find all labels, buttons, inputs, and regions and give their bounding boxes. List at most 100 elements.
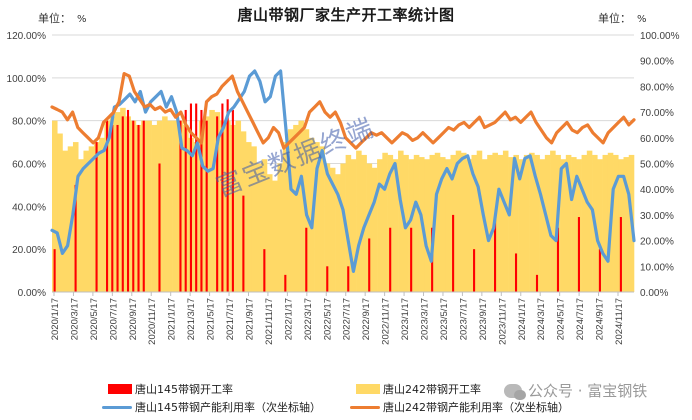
bar-242 xyxy=(293,124,299,292)
x-tick-label: 2020/5/17 xyxy=(89,298,100,340)
bar-242 xyxy=(550,150,556,292)
bar-145 xyxy=(205,120,208,293)
legend-item-145-bar: 唐山145带钢开工率 xyxy=(108,381,233,397)
legend-item-242-bar: 唐山242带钢开工率 xyxy=(356,381,481,397)
bar-242 xyxy=(282,142,289,292)
bar-145 xyxy=(137,124,140,292)
bar-242 xyxy=(513,154,519,292)
bar-242 xyxy=(319,146,325,292)
legend-swatch-orange xyxy=(350,405,380,409)
y-right-tick-label: 0.00% xyxy=(640,288,668,299)
x-tick-label: 2024/3/17 xyxy=(536,298,547,340)
x-tick-label: 2022/11/17 xyxy=(381,298,392,345)
bar-145 xyxy=(189,103,192,293)
x-tick-label: 2023/11/17 xyxy=(497,298,508,345)
bar-145 xyxy=(473,249,476,292)
bar-242 xyxy=(62,150,69,292)
y-right-tick-label: 20.00% xyxy=(640,237,674,248)
bar-242 xyxy=(52,120,58,293)
bar-242 xyxy=(246,142,252,292)
legend-label: 唐山145带钢产能利用率（次坐标轴） xyxy=(135,401,321,414)
x-tick-label: 2020/3/17 xyxy=(69,298,80,340)
bar-242 xyxy=(162,116,168,292)
left-unit-text: 单位： xyxy=(38,12,71,25)
bar-145 xyxy=(216,116,219,292)
bar-242 xyxy=(413,154,420,292)
x-tick-label: 2024/5/17 xyxy=(556,298,567,340)
bar-242 xyxy=(287,129,294,292)
bar-242 xyxy=(382,152,388,292)
bar-242 xyxy=(586,150,593,292)
y-right-tick-label: 70.00% xyxy=(640,108,674,119)
bar-242 xyxy=(172,120,179,293)
bar-242 xyxy=(329,167,336,292)
bar-242 xyxy=(502,150,509,292)
bar-242 xyxy=(460,152,467,292)
bar-145 xyxy=(221,103,224,293)
bar-242 xyxy=(314,142,320,292)
bar-145 xyxy=(184,109,187,292)
x-tick-label: 2021/7/17 xyxy=(225,298,236,340)
legend-swatch-red xyxy=(108,384,132,394)
bar-145 xyxy=(514,253,518,292)
y-right-tick-label: 30.00% xyxy=(640,211,674,222)
bar-242 xyxy=(209,109,215,292)
x-tick-label: 2023/5/17 xyxy=(439,298,450,340)
x-tick-label: 2021/9/17 xyxy=(244,298,255,340)
bar-242 xyxy=(235,120,242,293)
bar-145 xyxy=(347,266,350,292)
right-unit-text: 单位： xyxy=(598,12,631,25)
bar-242 xyxy=(88,146,95,292)
bar-242 xyxy=(518,159,525,292)
x-tick-label: 2023/9/17 xyxy=(478,298,489,340)
y-left-tick-label: 80.00% xyxy=(12,117,46,128)
bar-145 xyxy=(53,249,56,292)
bar-145 xyxy=(577,217,580,292)
x-tick-label: 2021/3/17 xyxy=(186,298,197,340)
bar-242 xyxy=(167,120,173,293)
x-tick-label: 2023/1/17 xyxy=(400,298,411,340)
x-tick-label: 2020/9/17 xyxy=(128,298,139,340)
legend-swatch-blue xyxy=(102,405,132,409)
x-tick-label: 2020/11/17 xyxy=(147,298,158,345)
bar-242 xyxy=(476,150,483,292)
bar-242 xyxy=(151,124,158,292)
bar-145 xyxy=(326,266,329,292)
bar-145 xyxy=(556,227,560,292)
bar-145 xyxy=(200,109,203,292)
y-left-tick-label: 60.00% xyxy=(12,160,46,171)
bar-242 xyxy=(78,159,84,292)
bar-242 xyxy=(398,150,404,292)
bar-145 xyxy=(535,274,539,292)
bar-242 xyxy=(471,154,478,292)
bar-242 xyxy=(424,159,430,292)
right-unit-label: 单位：% xyxy=(598,10,647,26)
bar-242 xyxy=(272,180,278,292)
bar-145 xyxy=(410,227,413,292)
bar-145 xyxy=(111,124,114,292)
bar-242 xyxy=(523,154,530,292)
x-tick-label: 2022/1/17 xyxy=(283,298,294,340)
bar-242 xyxy=(440,157,446,292)
legend-label: 唐山242带钢产能利用率（次坐标轴） xyxy=(383,401,569,414)
bar-242 xyxy=(571,157,577,292)
footer-watermark: 公众号 · 富宝钢铁 xyxy=(504,380,647,401)
bar-242 xyxy=(534,154,540,292)
bar-242 xyxy=(408,159,415,292)
x-tick-label: 2020/7/17 xyxy=(108,298,119,340)
bar-242 xyxy=(356,150,362,292)
x-tick-label: 2023/3/17 xyxy=(420,298,431,340)
y-right-tick-label: 90.00% xyxy=(640,57,674,68)
y-right-tick-label: 60.00% xyxy=(640,134,674,145)
bar-242 xyxy=(371,167,378,292)
left-unit-value: % xyxy=(77,14,87,25)
bar-242 xyxy=(597,159,603,292)
bar-242 xyxy=(623,157,630,292)
bar-242 xyxy=(335,174,341,292)
bar-242 xyxy=(350,159,357,292)
bar-242 xyxy=(57,133,63,292)
y-left-tick-label: 0.00% xyxy=(18,288,46,299)
bar-145 xyxy=(74,184,77,292)
bar-145 xyxy=(142,120,145,293)
